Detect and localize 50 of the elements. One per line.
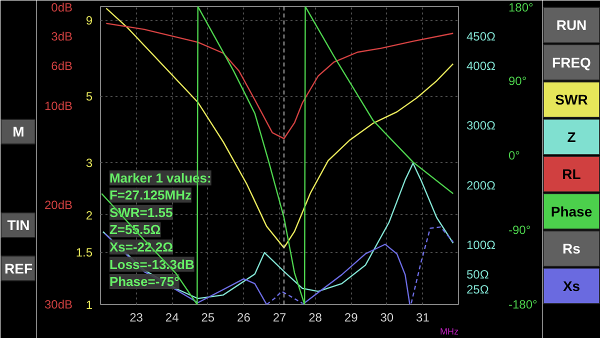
text: Xs	[562, 278, 580, 294]
x-tick-label: 30	[380, 310, 394, 324]
x-tick-label: 26	[237, 310, 251, 324]
x-tick-label: 25	[201, 310, 215, 324]
text: Phase	[550, 203, 592, 220]
y2-tick-label: -90°	[508, 223, 531, 237]
x-tick-label: 27	[272, 310, 286, 324]
text: REF	[4, 260, 33, 276]
y-tick-label: 20dB	[44, 198, 73, 212]
y-tick-label: 9	[86, 14, 93, 28]
text: Z	[567, 128, 576, 145]
y2-tick-label: -180°	[508, 298, 538, 312]
y-tick-label: 1	[86, 298, 93, 312]
y-tick-label: 0dB	[51, 0, 73, 14]
text: RL	[562, 166, 581, 182]
y-tick-label: 3dB	[51, 29, 73, 44]
y2-tick-label: 0°	[508, 148, 520, 162]
y2-tick-label: 50Ω	[466, 268, 489, 282]
y-tick-label: 5	[86, 90, 93, 104]
x-axis-title: MHz	[440, 326, 459, 336]
line-series	[106, 22, 454, 140]
x-tick-label: 23	[130, 310, 144, 324]
y-tick-label: 10dB	[44, 98, 73, 113]
text: TIN	[7, 217, 30, 234]
text: RUN	[556, 17, 587, 34]
line-series	[100, 6, 454, 304]
y-tick-label: 2	[86, 208, 93, 222]
y2-tick-label: 25Ω	[466, 282, 489, 297]
x-tick-label: 28	[308, 310, 322, 324]
text: Rs	[562, 240, 581, 257]
y2-tick-label: 200Ω	[466, 178, 496, 192]
y2-tick-label: 450Ω	[466, 29, 496, 44]
x-tick-label: 24	[165, 310, 180, 324]
x-tick-label: 29	[344, 310, 358, 324]
text: M	[12, 124, 24, 140]
y2-tick-label: 90°	[508, 74, 527, 88]
y-tick-label: 1.5	[76, 246, 93, 260]
y-tick-label: 6dB	[51, 59, 73, 74]
text: FREQ	[552, 54, 592, 70]
y2-tick-label: 100Ω	[466, 238, 496, 252]
y2-tick-label: 300Ω	[466, 118, 496, 133]
text: SWR	[555, 92, 588, 108]
y-tick-label: 30dB	[44, 298, 73, 312]
y2-tick-label: 400Ω	[466, 59, 496, 74]
line-series	[102, 162, 454, 300]
y-tick-label: 3	[86, 156, 93, 170]
annotation: Phase=-75°	[109, 274, 180, 290]
x-tick-label: 31	[416, 310, 430, 324]
y2-tick-label: 180°	[508, 0, 534, 14]
annotation: F=27.125MHz	[109, 188, 192, 203]
